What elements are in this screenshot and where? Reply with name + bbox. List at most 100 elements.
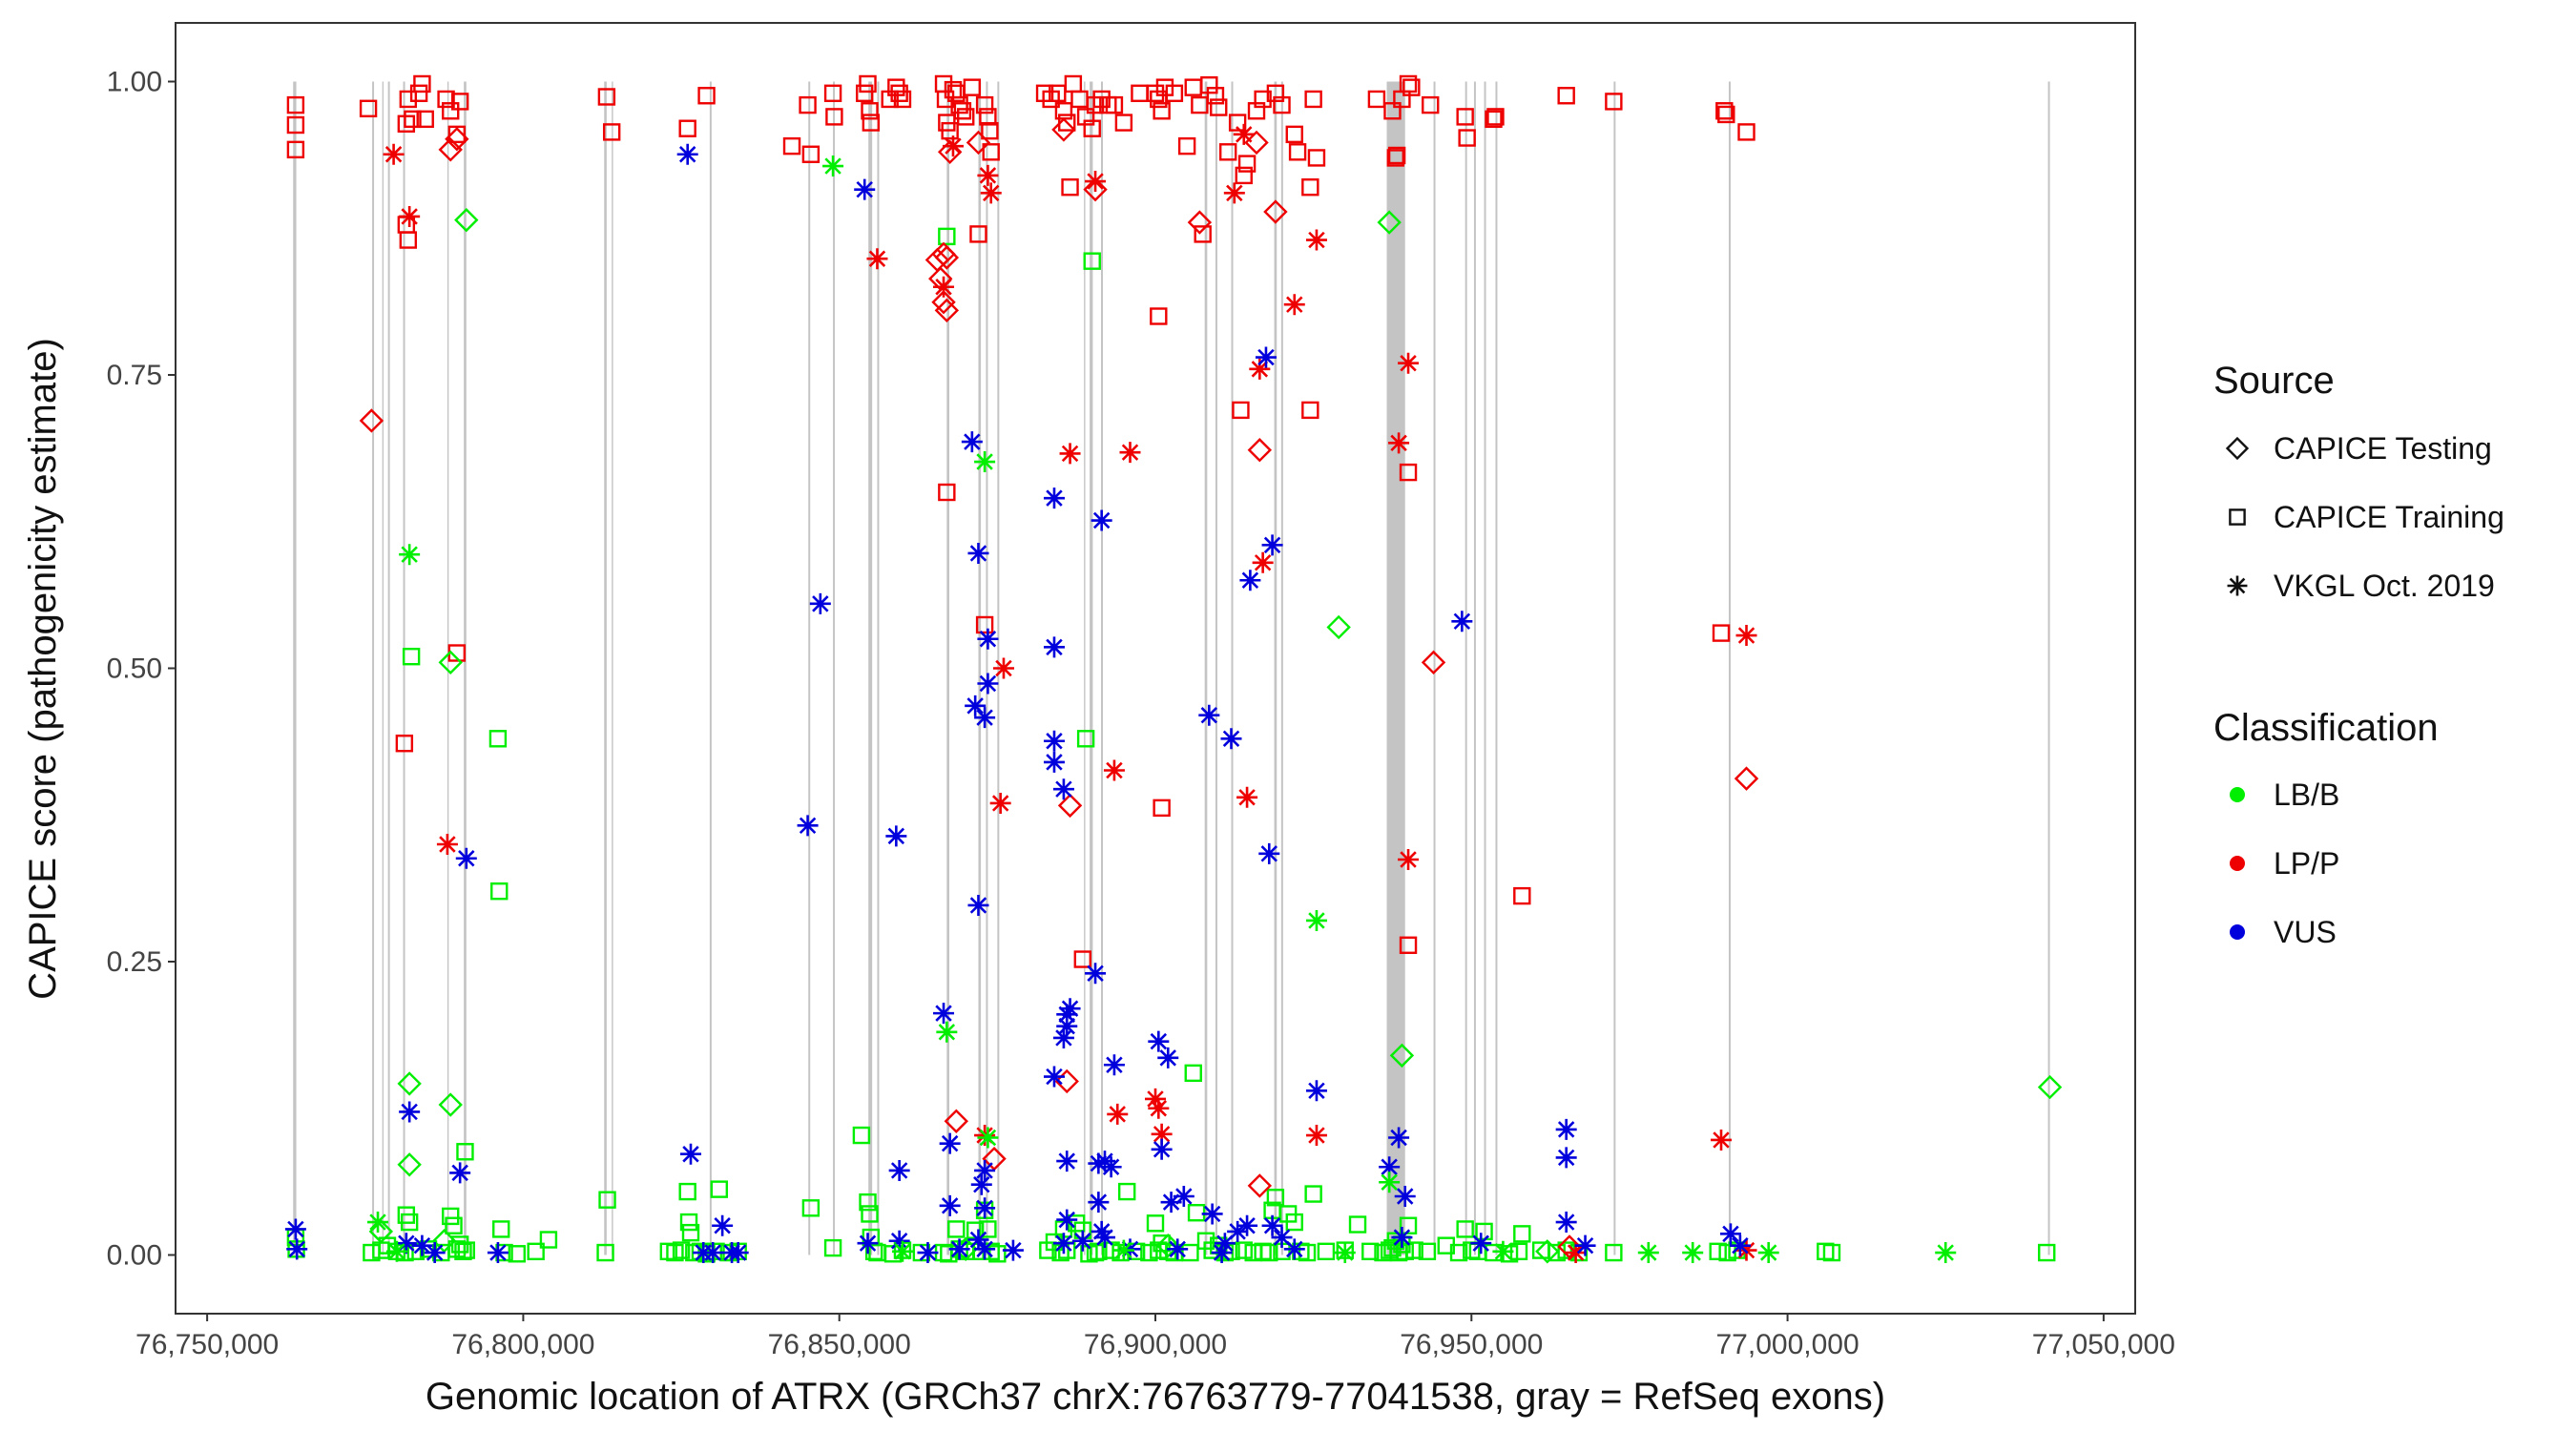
point-capice-training-lpp — [1153, 102, 1171, 120]
point-capice-training-lpp — [861, 102, 879, 120]
point-vkgl-oct-2019-lbb — [1112, 1239, 1134, 1261]
point-vkgl-oct-2019-lpp — [1711, 1129, 1733, 1151]
point-vkgl-oct-2019-lpp — [383, 143, 405, 165]
legend-classification-label: VUS — [2274, 915, 2337, 949]
point-capice-training-lpp — [963, 78, 982, 96]
point-vkgl-oct-2019-vus — [965, 695, 987, 716]
point-vkgl-oct-2019-vus — [1574, 1234, 1596, 1256]
point-capice-training-lbb — [1396, 1242, 1414, 1261]
point-capice-training-lbb — [681, 1223, 700, 1242]
x-axis-title: Genomic location of ATRX (GRCh37 chrX:76… — [426, 1376, 1885, 1418]
legend-classification-items: LB/B LP/P VUS — [2230, 778, 2339, 949]
point-vkgl-oct-2019-lbb — [891, 1240, 913, 1262]
point-vkgl-oct-2019-lbb — [399, 544, 421, 566]
point-capice-training-lpp — [1035, 84, 1054, 103]
point-vkgl-oct-2019-vus — [948, 1238, 970, 1260]
point-capice-training-lpp — [1105, 95, 1124, 114]
point-vkgl-oct-2019-vus — [1103, 1054, 1125, 1076]
point-capice-testing-lpp — [1187, 210, 1213, 235]
point-capice-testing-lpp — [934, 245, 960, 270]
exon-band-11 — [833, 81, 836, 1255]
point-capice-testing-lbb — [1326, 614, 1351, 640]
point-capice-testing-lpp — [438, 137, 463, 162]
point-vkgl-oct-2019-vus — [1388, 1127, 1410, 1149]
point-capice-training-lpp — [1367, 90, 1386, 109]
exon-band-1 — [372, 81, 375, 1255]
point-vkgl-oct-2019-lbb — [974, 451, 996, 473]
point-vkgl-oct-2019-vus — [974, 1238, 996, 1260]
point-vkgl-oct-2019-vus — [967, 894, 989, 916]
point-capice-training-lpp — [938, 483, 956, 502]
point-vkgl-oct-2019-vus — [1091, 1220, 1112, 1242]
exon-band-0 — [293, 81, 297, 1255]
exon-band-33 — [1728, 81, 1731, 1255]
point-capice-training-lbb — [1822, 1243, 1841, 1262]
point-vkgl-oct-2019-lbb — [1492, 1240, 1514, 1262]
point-capice-training-lpp — [1737, 123, 1755, 141]
point-vkgl-oct-2019-lpp — [1103, 759, 1125, 781]
point-capice-testing-lbb — [397, 1152, 422, 1177]
point-vkgl-oct-2019-lpp — [1145, 1088, 1166, 1110]
point-capice-testing-lpp — [1247, 438, 1273, 463]
point-capice-training-lpp — [890, 84, 908, 103]
point-vkgl-oct-2019-vus — [487, 1242, 509, 1264]
point-capice-training-lbb — [488, 730, 508, 748]
point-vkgl-oct-2019-lpp — [1283, 294, 1305, 316]
point-vkgl-oct-2019-lpp — [980, 182, 1002, 204]
point-capice-training-lpp — [975, 615, 994, 634]
point-capice-training-lpp — [801, 145, 821, 163]
point-capice-training-lpp — [1301, 177, 1319, 197]
legend-star-icon — [2227, 575, 2248, 596]
point-capice-training-lpp — [856, 84, 874, 103]
point-vkgl-oct-2019-vus — [809, 592, 831, 614]
point-vkgl-oct-2019-vus — [933, 1003, 955, 1025]
point-vkgl-oct-2019-vus — [1271, 1227, 1293, 1249]
point-capice-training-lbb — [1235, 1241, 1253, 1259]
point-capice-training-lbb — [456, 1143, 474, 1161]
point-capice-training-lbb — [1254, 1242, 1272, 1261]
point-vkgl-oct-2019-vus — [1091, 509, 1112, 531]
point-vkgl-oct-2019-vus — [1043, 730, 1065, 752]
point-capice-training-lpp — [678, 119, 696, 137]
x-tick-label: 76,750,000 — [135, 1329, 279, 1360]
exon-band-3 — [387, 81, 390, 1255]
point-capice-testing-lbb — [1389, 1043, 1415, 1068]
exon-band-15 — [978, 81, 982, 1255]
point-capice-training-lbb — [679, 1213, 698, 1232]
point-capice-training-lpp — [399, 231, 418, 249]
point-capice-training-lpp — [437, 90, 455, 109]
point-vkgl-oct-2019-vus — [1056, 1151, 1078, 1172]
point-vkgl-oct-2019-vus — [974, 1159, 996, 1181]
exon-band-30 — [1484, 81, 1486, 1255]
point-capice-training-lpp — [1194, 225, 1212, 243]
point-vkgl-oct-2019-lpp — [1398, 352, 1420, 374]
point-capice-training-lbb — [1117, 1182, 1136, 1201]
point-vkgl-oct-2019-vus — [1719, 1223, 1741, 1245]
point-vkgl-oct-2019-vus — [1043, 487, 1065, 509]
point-vkgl-oct-2019-lpp — [1107, 1103, 1129, 1125]
point-capice-training-lbb — [2038, 1243, 2056, 1262]
point-capice-training-lpp — [1557, 87, 1575, 105]
point-vkgl-oct-2019-vus — [1729, 1234, 1751, 1256]
point-capice-training-lbb — [947, 1220, 966, 1238]
point-vkgl-oct-2019-vus — [727, 1242, 749, 1264]
point-capice-training-lbb — [1348, 1215, 1367, 1234]
point-capice-training-lbb — [539, 1231, 558, 1249]
point-vkgl-oct-2019-lbb — [1757, 1242, 1779, 1264]
point-vkgl-oct-2019-vus — [1160, 1192, 1182, 1213]
point-capice-training-lpp — [1153, 798, 1171, 818]
point-capice-testing-lpp — [1421, 650, 1446, 675]
point-vkgl-oct-2019-vus — [1173, 1186, 1195, 1207]
exon-band-14 — [946, 81, 949, 1255]
point-capice-training-lpp — [782, 136, 801, 156]
point-vkgl-oct-2019-vus — [284, 1218, 306, 1240]
point-vkgl-oct-2019-vus — [1043, 751, 1065, 773]
point-vkgl-oct-2019-vus — [1052, 778, 1074, 800]
point-vkgl-oct-2019-vus — [1088, 1152, 1110, 1174]
point-capice-training-lbb — [419, 1240, 438, 1258]
x-tick-label: 76,900,000 — [1084, 1329, 1227, 1360]
point-capice-training-lpp — [1146, 84, 1165, 103]
point-vkgl-oct-2019-vus — [712, 1214, 734, 1236]
x-tick-label: 76,800,000 — [451, 1329, 594, 1360]
